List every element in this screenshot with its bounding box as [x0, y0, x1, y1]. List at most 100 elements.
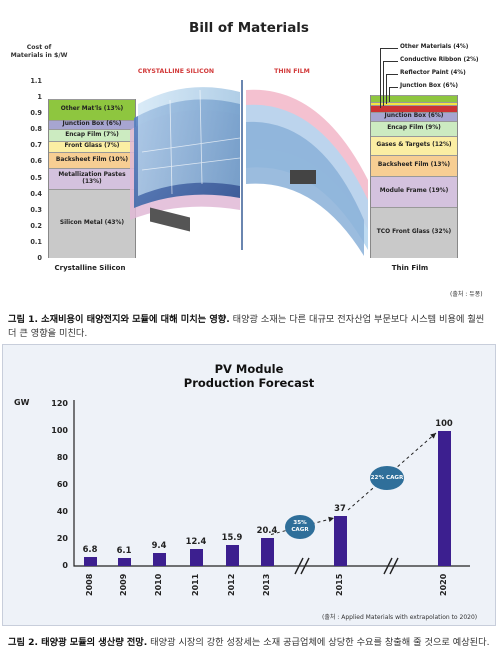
figure2-y-unit: GW: [14, 398, 30, 407]
crystalline-silicon-illustration-label: CRYSTALLINE SILICON: [137, 68, 215, 75]
figure2-y-tick: 60: [56, 480, 68, 489]
figure1-y-tick: 1.1: [30, 77, 42, 85]
figure2-x-tick-label: 2020: [439, 573, 448, 596]
thin-film-callout-label: Conductive Ribbon (2%): [400, 57, 479, 63]
figure1-y-tick: 0.2: [30, 221, 42, 230]
thin-film-caption: Thin Film: [391, 264, 429, 272]
figure2-y-tick: 100: [51, 426, 68, 435]
thin-film-segment: Gases & Targets (12%): [371, 135, 457, 156]
figure2-bar-value-label: 20.4: [256, 525, 278, 536]
crystalline-silicon-segment: Backsheet Film (10%): [49, 151, 135, 168]
figure2-bar-2020: [437, 431, 451, 566]
figure2-title: PV Module Production Forecast: [2, 362, 496, 390]
thin-film-callout-leader: [389, 87, 398, 88]
solar-module-layers-illustration: [130, 80, 368, 256]
figure1-y-tick: 0.8: [30, 125, 42, 134]
figure1-caption-text: 태양광 소재는 다른 대규모 전자산업 부문보다 시스템 비용에 훨씬 더 큰 …: [8, 314, 485, 339]
figure2-bar-2015: [333, 516, 347, 566]
figure2-bar-2009: [117, 557, 131, 566]
thin-film-segment: Module Frame (19%): [371, 175, 457, 207]
thin-film-callout-leader: [383, 61, 384, 106]
axis-break-mark: [294, 557, 310, 575]
figure2-x-tick-label: 2015: [335, 573, 344, 596]
thin-film-callout-label: Reflector Paint (4%): [400, 70, 466, 76]
figure2-title-line1: PV Module: [214, 362, 284, 376]
figure1-y-tick: 0.7: [30, 141, 42, 150]
figure1-y-tick: 0.9: [30, 109, 42, 118]
figure2-bar-value-label: 37: [334, 503, 346, 514]
figure2-axes: [73, 400, 470, 567]
figure2-y-tick: 0: [62, 561, 68, 570]
pv-production-forecast-figure: [2, 344, 496, 626]
figure2-x-tick-label: 2012: [227, 573, 236, 596]
figure2-caption-title: 그림 2. 태양광 모듈의 생산량 전망.: [8, 637, 148, 648]
thin-film-callout-leader: [386, 74, 398, 75]
figure2-bar-value-label: 6.1: [116, 544, 132, 555]
crystalline-silicon-segment: Silicon Metal (43%): [49, 188, 135, 258]
figure2-bar-2012: [225, 544, 239, 566]
thin-film-segment: TCO Front Glass (32%): [371, 206, 457, 258]
figure2-x-tick-label: 2008: [85, 573, 94, 596]
growth-trend-arrowhead: [430, 433, 436, 439]
figure2-bar-2010: [152, 553, 166, 566]
figure1-y-tick: 0: [37, 254, 42, 262]
figure2-bar-value-label: 9.4: [151, 540, 167, 551]
figure2-bar-2013: [260, 538, 274, 566]
growth-trend-arrow: [347, 432, 437, 511]
figure1-title: Bill of Materials: [189, 20, 309, 36]
figure2-bar-value-label: 6.8: [82, 543, 98, 554]
crystalline-silicon-segment: Junction Box (6%): [49, 119, 135, 130]
thin-film-callout-leader: [383, 61, 398, 62]
thin-film-segment: Backsheet Film (13%): [371, 155, 457, 176]
crystalline-silicon-segment: Front Glass (7%): [49, 140, 135, 152]
thin-film-segment: Junction Box (6%): [371, 111, 457, 122]
thin-film-segment: [371, 95, 457, 102]
figure2-x-tick-label: 2010: [154, 573, 163, 596]
thin-film-callout-leader: [386, 74, 387, 104]
axis-break-mark: [383, 557, 399, 575]
figure2-x-tick-label: 2011: [191, 573, 200, 596]
thin-film-callout-label: Other Materials (4%): [400, 44, 469, 50]
figure2-y-tick: 120: [51, 399, 68, 408]
figure2-bar-value-label: 15.9: [221, 531, 243, 542]
figure2-bar-value-label: 100: [435, 418, 453, 428]
thin-film-segment: [371, 105, 457, 112]
thin-film-callout-leader: [380, 48, 381, 108]
figure2-title-line2: Production Forecast: [183, 376, 315, 390]
thin-film-illustration-label: THIN FILM: [274, 68, 310, 75]
thin-film-segment: Encap Film (9%): [371, 121, 457, 136]
figure1-y-tick: 0.6: [30, 157, 42, 166]
figure1-source: (출처 : 듀퐁): [450, 291, 483, 298]
thin-film-callout-leader: [380, 48, 398, 49]
figure2-y-tick: 40: [56, 507, 68, 516]
crystalline-silicon-segment: Other Mat'ls (13%): [49, 98, 135, 120]
thin-film-stacked-bar: TCO Front Glass (32%) Module Frame (19%) B…: [370, 95, 458, 258]
cagr-bubble: 22% CAGR: [370, 466, 404, 490]
figure2-caption: 그림 2. 태양광 모듈의 생산량 전망. 태양광 시장의 강한 성장세는 소재…: [8, 636, 492, 650]
figure2-x-tick-label: 2009: [119, 573, 128, 596]
thin-film-callout-label: Junction Box (6%): [400, 83, 459, 89]
thin-film-callout-leader: [389, 87, 390, 102]
figure2-x-tick-label: 2013: [262, 573, 271, 596]
figure1-y-axis-label: Cost of Materials in $/W: [10, 44, 68, 59]
figure1-y-tick: 0.5: [30, 173, 42, 182]
cagr-bubble: 35% CAGR: [285, 515, 315, 539]
figure2-y-tick: 20: [56, 534, 68, 543]
crystalline-silicon-caption: Crystalline Silicon: [54, 264, 126, 272]
figure1-y-tick: 0.1: [30, 237, 42, 246]
figure2-y-tick: 80: [56, 453, 68, 462]
figure1-caption-title: 그림 1. 소재비용이 태양전지와 모듈에 대해 미치는 영향.: [8, 314, 230, 325]
figure1-y-tick: 1: [37, 93, 42, 102]
crystalline-silicon-segment: Encap Film (7%): [49, 129, 135, 141]
figure2-bar-value-label: 12.4: [185, 536, 207, 547]
figure2-source: (출처 : Applied Materials with extrapolati…: [322, 614, 478, 621]
figure1-y-tick: 0.3: [30, 205, 42, 214]
thin-film-segment: [371, 101, 457, 106]
figure2-caption-text: 태양광 시장의 강한 성장세는 소재 공급업체에 상당한 수요를 창출해 줄 것…: [150, 637, 490, 648]
crystalline-silicon-stacked-bar: Silicon Metal (43%) Metallization Pastes …: [48, 98, 136, 258]
figure2-bar-2011: [189, 549, 203, 566]
figure1-y-tick: 0.4: [30, 189, 42, 198]
crystalline-silicon-segment: Metallization Pastes (13%): [49, 167, 135, 189]
growth-trend-arrowhead: [328, 516, 334, 523]
